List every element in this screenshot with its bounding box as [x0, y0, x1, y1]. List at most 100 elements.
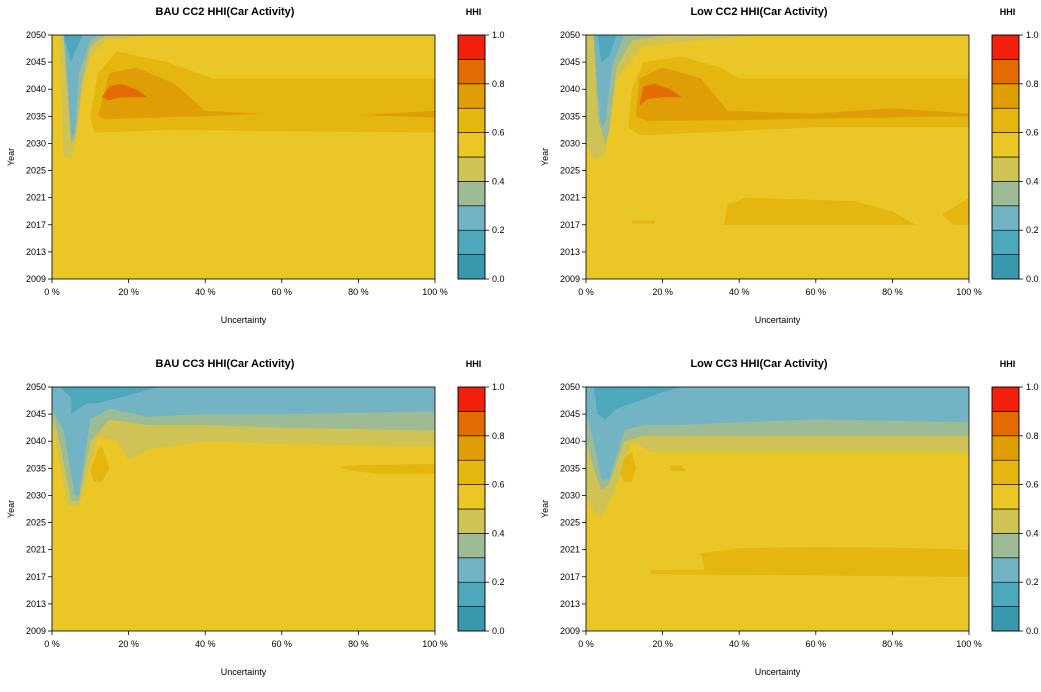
- y-tick-label: 2045: [26, 57, 46, 67]
- x-tick-label: 40 %: [195, 287, 216, 297]
- x-tick-label: 20 %: [652, 287, 673, 297]
- contour-region: [59, 387, 160, 415]
- x-tick-label: 40 %: [195, 639, 216, 649]
- chart-panel-2: Low CC2 HHI(Car Activity) 2009 2013 2017 202…: [534, 0, 1041, 340]
- y-tick-label: 2013: [26, 599, 46, 609]
- colorbar-tick-label: 0.4: [492, 176, 505, 186]
- contour-region: [52, 387, 435, 496]
- colorbar-tick-label: 0.2: [1026, 225, 1039, 235]
- colorbar-segment: [991, 606, 1020, 632]
- colorbar-segment: [457, 59, 486, 85]
- y-tick-label: 2050: [560, 30, 580, 40]
- y-tick-label: 2017: [560, 220, 580, 230]
- y-tick-label: 2030: [26, 138, 46, 148]
- colorbar-tick-label: 0.2: [492, 225, 505, 235]
- x-tick-label: 80 %: [348, 639, 369, 649]
- y-tick-label: 2040: [560, 436, 580, 446]
- colorbar-segment: [457, 508, 486, 534]
- contour-region: [90, 446, 110, 482]
- colorbar-segment: [991, 107, 1020, 133]
- contour-region: [635, 67, 969, 121]
- x-tick-label: 0 %: [44, 639, 60, 649]
- colorbar-segment: [457, 435, 486, 461]
- colorbar-segment: [991, 34, 1020, 60]
- y-tick-label: 2017: [26, 220, 46, 230]
- colorbar-segment: [457, 34, 486, 60]
- contour-region: [358, 110, 435, 118]
- colorbar-tick-label: 0.6: [1026, 128, 1039, 138]
- x-tick-label: 0 %: [44, 287, 60, 297]
- y-tick-label: 2035: [26, 111, 46, 121]
- colorbar-segment: [991, 132, 1020, 158]
- colorbar-tick-label: 0.0: [492, 274, 505, 284]
- x-tick-label: 40 %: [729, 287, 750, 297]
- x-tick-label: 100 %: [956, 639, 982, 649]
- colorbar-segment: [991, 254, 1020, 280]
- x-tick-label: 60 %: [272, 287, 293, 297]
- colorbar-segment: [457, 606, 486, 632]
- y-tick-label: 2040: [26, 84, 46, 94]
- colorbar-segment: [457, 557, 486, 583]
- y-tick-label: 2045: [560, 409, 580, 419]
- colorbar-tick-label: 0.2: [492, 577, 505, 587]
- contour-field: [586, 35, 969, 279]
- colorbar-title: HHI: [1000, 359, 1016, 369]
- y-tick-label: 2021: [26, 545, 46, 555]
- chart-svg-2: Low CC2 HHI(Car Activity) 2009 2013 2017 202…: [540, 6, 1039, 325]
- colorbar-tick-label: 0.6: [492, 128, 505, 138]
- x-tick-label: 60 %: [806, 639, 827, 649]
- y-tick-label: 2009: [26, 626, 46, 636]
- y-tick-label: 2013: [26, 247, 46, 257]
- colorbar-segment: [457, 229, 486, 255]
- y-tick-label: 2021: [26, 193, 46, 203]
- colorbar-segment: [457, 181, 486, 207]
- colorbar-tick-label: 1.0: [492, 382, 505, 392]
- colorbar-segment: [457, 386, 486, 412]
- colorbar-tick-label: 0.6: [492, 480, 505, 490]
- contour-field: [586, 387, 969, 631]
- colorbar-tick-label: 0.4: [492, 528, 505, 538]
- x-tick-label: 0 %: [578, 639, 594, 649]
- y-axis-label: Year: [6, 148, 16, 166]
- y-tick-label: 2021: [560, 193, 580, 203]
- x-axis-label: Uncertainty: [755, 667, 801, 677]
- chart-title: BAU CC2 HHI(Car Activity): [156, 6, 295, 18]
- chart-panel-1: BAU CC2 HHI(Car Activity) 2009 2013 2017 202…: [0, 0, 520, 340]
- contour-region: [620, 452, 636, 482]
- chart-title: BAU CC3 HHI(Car Activity): [156, 358, 295, 370]
- colorbar-tick-label: 0.8: [1026, 431, 1039, 441]
- x-tick-label: 100 %: [956, 287, 982, 297]
- contour-region: [63, 35, 83, 63]
- colorbar-segment: [991, 229, 1020, 255]
- contour-region: [942, 197, 969, 225]
- y-tick-label: 2013: [560, 599, 580, 609]
- colorbar-segment: [457, 411, 486, 437]
- contour-region: [98, 67, 263, 119]
- y-tick-label: 2013: [560, 247, 580, 257]
- contour-region: [651, 547, 969, 577]
- colorbar-tick-label: 0.0: [1026, 626, 1039, 636]
- colorbar-segment: [457, 533, 486, 559]
- plot-frame: [51, 34, 436, 280]
- y-tick-label: 2025: [560, 518, 580, 528]
- contour-region: [639, 83, 682, 106]
- y-tick-label: 2025: [26, 166, 46, 176]
- plot-frame: [585, 34, 970, 280]
- contour-region: [632, 220, 655, 224]
- colorbar-tick-label: 0.0: [1026, 274, 1039, 284]
- colorbar-tick-label: 0.8: [1026, 79, 1039, 89]
- contour-region: [586, 387, 969, 480]
- contour-region: [670, 465, 686, 471]
- colorbar-tick-label: 0.0: [492, 626, 505, 636]
- y-tick-label: 2050: [26, 382, 46, 392]
- contour-region: [101, 83, 148, 101]
- colorbar-segment: [991, 411, 1020, 437]
- y-tick-label: 2030: [560, 138, 580, 148]
- colorbar-segment: [991, 557, 1020, 583]
- contour-region: [339, 464, 435, 474]
- y-tick-label: 2017: [26, 572, 46, 582]
- y-tick-label: 2045: [560, 57, 580, 67]
- chart-title: Low CC2 HHI(Car Activity): [690, 6, 827, 18]
- plot-frame: [51, 386, 436, 632]
- colorbar-segment: [991, 435, 1020, 461]
